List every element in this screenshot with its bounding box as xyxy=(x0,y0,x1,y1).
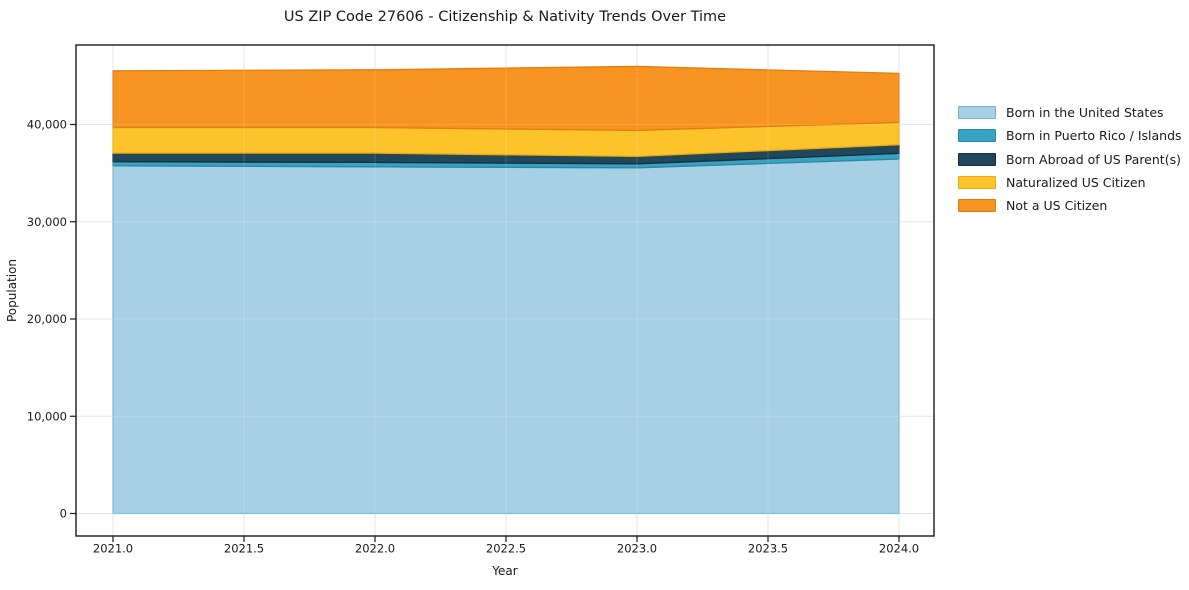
x-tick-label: 2022.0 xyxy=(355,542,395,556)
chart-legend: Born in the United States Born in Puerto … xyxy=(958,101,1182,217)
y-tick-label: 0 xyxy=(60,507,67,521)
y-tick-label: 30,000 xyxy=(27,215,67,229)
y-tick-label: 20,000 xyxy=(27,312,67,326)
legend-label: Born in the United States xyxy=(1006,105,1164,121)
y-axis-label: Population xyxy=(5,259,19,322)
x-tick-label: 2023.5 xyxy=(748,542,788,556)
legend-item: Born Abroad of US Parent(s) xyxy=(958,148,1182,171)
tick-marks xyxy=(70,123,900,542)
legend-swatch-2 xyxy=(958,152,996,166)
legend-label: Born Abroad of US Parent(s) xyxy=(1006,151,1181,167)
legend-item: Naturalized US Citizen xyxy=(958,171,1182,194)
legend-label: Born in Puerto Rico / Islands xyxy=(1006,128,1182,144)
x-tick-label: 2021.5 xyxy=(224,542,264,556)
legend-swatch-1 xyxy=(958,129,996,143)
legend-item: Not a US Citizen xyxy=(958,194,1182,217)
x-axis-label: Year xyxy=(491,564,517,578)
legend-swatch-0 xyxy=(958,106,996,120)
legend-item: Born in the United States xyxy=(958,101,1182,124)
legend-item: Born in Puerto Rico / Islands xyxy=(958,124,1182,147)
axes-frame xyxy=(75,44,935,537)
legend-swatch-3 xyxy=(958,176,996,190)
chart-title: US ZIP Code 27606 - Citizenship & Nativi… xyxy=(283,9,727,25)
legend-label: Naturalized US Citizen xyxy=(1006,175,1146,191)
x-tick-label: 2022.5 xyxy=(486,542,526,556)
x-tick-label: 2023.0 xyxy=(617,542,657,556)
grid-overlay xyxy=(76,45,934,536)
legend-swatch-4 xyxy=(958,199,996,213)
legend-label: Not a US Citizen xyxy=(1006,198,1108,214)
x-tick-label: 2024.0 xyxy=(879,542,919,556)
y-tick-label: 10,000 xyxy=(27,409,67,423)
x-tick-label: 2021.0 xyxy=(93,542,133,556)
area-series-4 xyxy=(112,65,900,132)
y-tick-label: 40,000 xyxy=(27,118,67,132)
